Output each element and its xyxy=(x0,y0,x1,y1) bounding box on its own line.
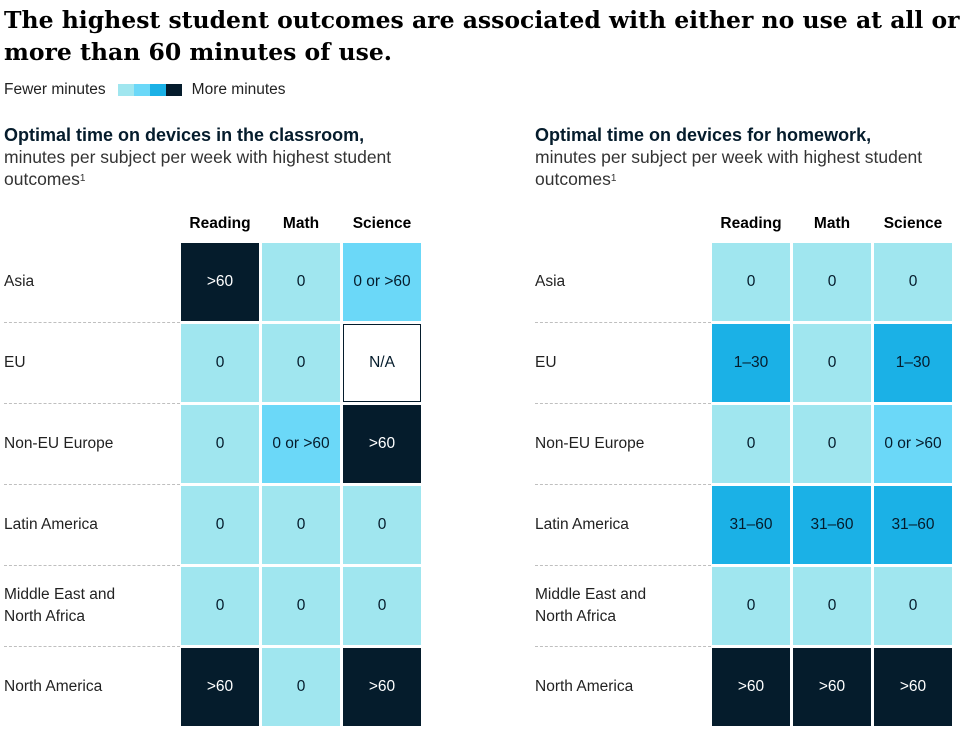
cell-non-eu-europe-math: 0 or >60 xyxy=(262,405,340,483)
row-divider xyxy=(4,565,180,566)
panel-title: Optimal time on devices in the classroom… xyxy=(4,124,444,190)
column-header-science: Science xyxy=(883,215,943,232)
row-label-latin-america: Latin America xyxy=(4,516,98,533)
cell-north-america-math: 0 xyxy=(262,648,340,726)
cell-middle-east-and-north-africa-reading: 0 xyxy=(181,567,259,645)
legend-low-label: Fewer minutes xyxy=(4,81,106,98)
cell-north-america-math: >60 xyxy=(793,648,871,726)
row-divider xyxy=(4,403,180,404)
row-label-non-eu-europe: Non-EU Europe xyxy=(535,435,645,452)
panel-subtitle: minutes per subject per week with highes… xyxy=(4,146,444,190)
cell-latin-america-reading: 0 xyxy=(181,486,259,564)
cell-latin-america-reading: 31–60 xyxy=(712,486,790,564)
cell-asia-science: 0 or >60 xyxy=(343,243,421,321)
row-label-latin-america: Latin America xyxy=(535,516,629,533)
cell-latin-america-science: 0 xyxy=(343,486,421,564)
chart-title: The highest student outcomes are associa… xyxy=(4,6,960,66)
row-divider xyxy=(535,322,711,323)
cell-latin-america-math: 0 xyxy=(262,486,340,564)
column-header-math: Math xyxy=(282,215,320,232)
legend-swatches xyxy=(117,84,182,96)
column-header-science: Science xyxy=(352,215,412,232)
legend-high-label: More minutes xyxy=(191,81,286,98)
cell-eu-reading: 0 xyxy=(181,324,259,402)
cell-non-eu-europe-math: 0 xyxy=(793,405,871,483)
row-label-middle-east-and-north-africa: Middle East and North Africa xyxy=(535,586,647,625)
row-divider xyxy=(535,484,711,485)
row-label-non-eu-europe: Non-EU Europe xyxy=(4,435,114,452)
cell-eu-reading: 1–30 xyxy=(712,324,790,402)
cell-north-america-science: >60 xyxy=(343,648,421,726)
row-divider xyxy=(535,403,711,404)
row-label-asia: Asia xyxy=(4,273,35,290)
cell-eu-science: N/A xyxy=(343,324,421,402)
cell-asia-reading: 0 xyxy=(712,243,790,321)
classroom-panel: Optimal time on devices in the classroom… xyxy=(4,124,444,734)
cell-north-america-reading: >60 xyxy=(712,648,790,726)
cell-middle-east-and-north-africa-reading: 0 xyxy=(712,567,790,645)
legend-swatch-2 xyxy=(149,84,166,96)
row-label-middle-east-and-north-africa: Middle East and North Africa xyxy=(4,586,116,625)
footnote-marker: 1 xyxy=(610,173,617,184)
panel-subtitle-text: minutes per subject per week with highes… xyxy=(4,147,392,189)
panel-title-main: Optimal time on devices in the classroom… xyxy=(4,125,365,145)
cell-asia-science: 0 xyxy=(874,243,952,321)
homework-panel: Optimal time on devices for homework, mi… xyxy=(535,124,975,734)
row-divider xyxy=(535,646,711,647)
legend-swatch-1 xyxy=(133,84,150,96)
cell-middle-east-and-north-africa-math: 0 xyxy=(793,567,871,645)
cell-eu-math: 0 xyxy=(262,324,340,402)
cell-non-eu-europe-reading: 0 xyxy=(181,405,259,483)
footnote-marker: 1 xyxy=(79,173,86,184)
panel-subtitle-text: minutes per subject per week with highes… xyxy=(535,147,923,189)
panel-subtitle: minutes per subject per week with highes… xyxy=(535,146,975,190)
cell-middle-east-and-north-africa-science: 0 xyxy=(874,567,952,645)
cell-asia-reading: >60 xyxy=(181,243,259,321)
row-label-asia: Asia xyxy=(535,273,566,290)
cell-north-america-reading: >60 xyxy=(181,648,259,726)
panel-title-main: Optimal time on devices for homework, xyxy=(535,125,872,145)
row-divider xyxy=(4,322,180,323)
cell-non-eu-europe-science: 0 or >60 xyxy=(874,405,952,483)
row-label-eu: EU xyxy=(535,354,557,371)
cell-north-america-science: >60 xyxy=(874,648,952,726)
cell-latin-america-science: 31–60 xyxy=(874,486,952,564)
cell-non-eu-europe-science: >60 xyxy=(343,405,421,483)
panel-title: Optimal time on devices for homework, mi… xyxy=(535,124,975,190)
cell-non-eu-europe-reading: 0 xyxy=(712,405,790,483)
cell-eu-science: 1–30 xyxy=(874,324,952,402)
row-label-north-america: North America xyxy=(4,678,103,695)
cell-middle-east-and-north-africa-science: 0 xyxy=(343,567,421,645)
row-divider xyxy=(4,646,180,647)
legend: Fewer minutes More minutes xyxy=(4,80,286,100)
cell-asia-math: 0 xyxy=(793,243,871,321)
legend-swatch-3 xyxy=(165,84,182,96)
column-header-math: Math xyxy=(813,215,851,232)
column-header-reading: Reading xyxy=(720,215,782,232)
row-label-eu: EU xyxy=(4,354,26,371)
column-header-reading: Reading xyxy=(189,215,251,232)
row-divider xyxy=(535,565,711,566)
legend-swatch-0 xyxy=(117,84,134,96)
row-divider xyxy=(4,484,180,485)
cell-asia-math: 0 xyxy=(262,243,340,321)
row-label-north-america: North America xyxy=(535,678,634,695)
cell-latin-america-math: 31–60 xyxy=(793,486,871,564)
cell-eu-math: 0 xyxy=(793,324,871,402)
cell-middle-east-and-north-africa-math: 0 xyxy=(262,567,340,645)
